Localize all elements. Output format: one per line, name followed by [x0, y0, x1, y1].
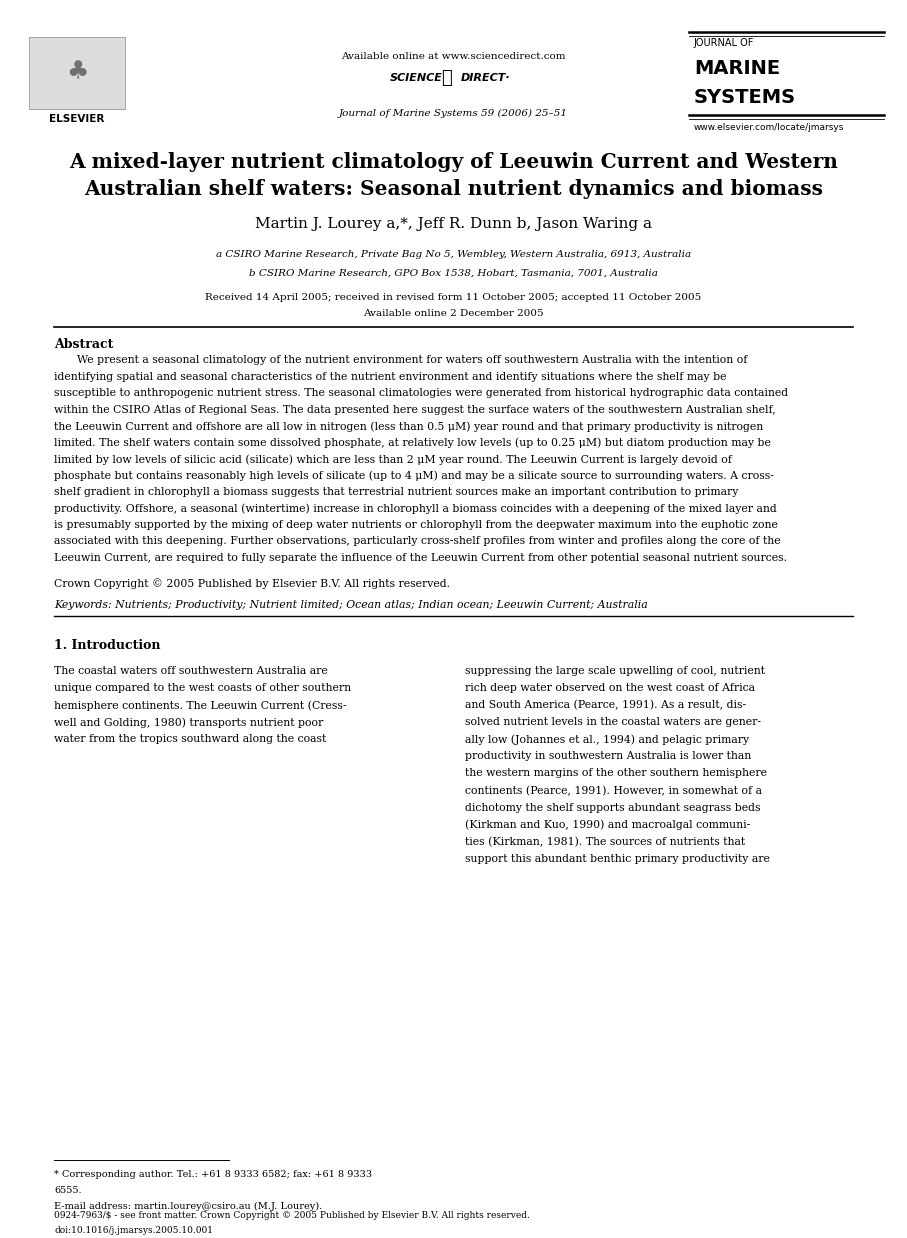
Text: the Leeuwin Current and offshore are all low in nitrogen (less than 0.5 μM) year: the Leeuwin Current and offshore are all… — [54, 421, 764, 432]
Text: and South America (Pearce, 1991). As a result, dis-: and South America (Pearce, 1991). As a r… — [464, 701, 746, 711]
Text: * Corresponding author. Tel.: +61 8 9333 6582; fax: +61 8 9333: * Corresponding author. Tel.: +61 8 9333… — [54, 1170, 373, 1179]
Bar — [29, 37, 125, 109]
Text: ELSEVIER: ELSEVIER — [49, 114, 105, 124]
Text: SCIENCE: SCIENCE — [390, 73, 443, 83]
Text: Journal of Marine Systems 59 (2006) 25–51: Journal of Marine Systems 59 (2006) 25–5… — [339, 109, 568, 118]
Text: well and Golding, 1980) transports nutrient poor: well and Golding, 1980) transports nutri… — [54, 717, 324, 728]
Text: doi:10.1016/j.jmarsys.2005.10.001: doi:10.1016/j.jmarsys.2005.10.001 — [54, 1226, 213, 1234]
Text: susceptible to anthropogenic nutrient stress. The seasonal climatologies were ge: susceptible to anthropogenic nutrient st… — [54, 389, 788, 399]
Text: Crown Copyright © 2005 Published by Elsevier B.V. All rights reserved.: Crown Copyright © 2005 Published by Else… — [54, 578, 451, 589]
Text: continents (Pearce, 1991). However, in somewhat of a: continents (Pearce, 1991). However, in s… — [464, 786, 762, 796]
Text: Available online at www.sciencedirect.com: Available online at www.sciencedirect.co… — [341, 52, 566, 61]
Text: productivity. Offshore, a seasonal (wintertime) increase in chlorophyll a biomas: productivity. Offshore, a seasonal (wint… — [54, 504, 777, 514]
Text: SYSTEMS: SYSTEMS — [694, 88, 796, 106]
Text: DIRECT·: DIRECT· — [461, 73, 511, 83]
Text: within the CSIRO Atlas of Regional Seas. The data presented here suggest the sur: within the CSIRO Atlas of Regional Seas.… — [54, 405, 776, 415]
Text: a CSIRO Marine Research, Private Bag No 5, Wembley, Western Australia, 6913, Aus: a CSIRO Marine Research, Private Bag No … — [216, 250, 691, 259]
Text: water from the tropics southward along the coast: water from the tropics southward along t… — [54, 734, 327, 744]
Text: Martin J. Lourey a,*, Jeff R. Dunn b, Jason Waring a: Martin J. Lourey a,*, Jeff R. Dunn b, Ja… — [255, 217, 652, 230]
Text: www.elsevier.com/locate/jmarsys: www.elsevier.com/locate/jmarsys — [694, 123, 844, 131]
Text: JOURNAL OF: JOURNAL OF — [694, 38, 755, 48]
Text: is presumably supported by the mixing of deep water nutrients or chlorophyll fro: is presumably supported by the mixing of… — [54, 520, 778, 530]
Text: Available online 2 December 2005: Available online 2 December 2005 — [363, 310, 544, 318]
Text: 1. Introduction: 1. Introduction — [54, 639, 161, 651]
Text: MARINE: MARINE — [694, 59, 780, 78]
Text: productivity in southwestern Australia is lower than: productivity in southwestern Australia i… — [464, 751, 751, 761]
Text: suppressing the large scale upwelling of cool, nutrient: suppressing the large scale upwelling of… — [464, 666, 765, 676]
Text: shelf gradient in chlorophyll a biomass suggests that terrestrial nutrient sourc: shelf gradient in chlorophyll a biomass … — [54, 487, 739, 496]
Text: dichotomy the shelf supports abundant seagrass beds: dichotomy the shelf supports abundant se… — [464, 802, 760, 812]
Text: support this abundant benthic primary productivity are: support this abundant benthic primary pr… — [464, 854, 770, 864]
Text: unique compared to the west coasts of other southern: unique compared to the west coasts of ot… — [54, 683, 352, 693]
Text: associated with this deepening. Further observations, particularly cross-shelf p: associated with this deepening. Further … — [54, 536, 781, 546]
Text: limited. The shelf waters contain some dissolved phosphate, at relatively low le: limited. The shelf waters contain some d… — [54, 438, 771, 448]
Text: 6555.: 6555. — [54, 1186, 82, 1195]
Text: b CSIRO Marine Research, GPO Box 1538, Hobart, Tasmania, 7001, Australia: b CSIRO Marine Research, GPO Box 1538, H… — [249, 269, 658, 277]
Text: We present a seasonal climatology of the nutrient environment for waters off sou: We present a seasonal climatology of the… — [77, 355, 747, 365]
Text: solved nutrient levels in the coastal waters are gener-: solved nutrient levels in the coastal wa… — [464, 717, 761, 727]
Text: limited by low levels of silicic acid (silicate) which are less than 2 μM year r: limited by low levels of silicic acid (s… — [54, 454, 732, 464]
Text: ♣: ♣ — [66, 59, 88, 84]
Text: phosphate but contains reasonably high levels of silicate (up to 4 μM) and may b: phosphate but contains reasonably high l… — [54, 470, 775, 482]
Text: 0924-7963/$ - see front matter. Crown Copyright © 2005 Published by Elsevier B.V: 0924-7963/$ - see front matter. Crown Co… — [54, 1211, 531, 1219]
Text: the western margins of the other southern hemisphere: the western margins of the other souther… — [464, 769, 766, 779]
Text: ally low (Johannes et al., 1994) and pelagic primary: ally low (Johannes et al., 1994) and pel… — [464, 734, 749, 745]
Text: Leeuwin Current, are required to fully separate the influence of the Leeuwin Cur: Leeuwin Current, are required to fully s… — [54, 553, 787, 563]
Text: rich deep water observed on the west coast of Africa: rich deep water observed on the west coa… — [464, 683, 755, 693]
Text: E-mail address: martin.lourey@csiro.au (M.J. Lourey).: E-mail address: martin.lourey@csiro.au (… — [54, 1202, 323, 1211]
Text: The coastal waters off southwestern Australia are: The coastal waters off southwestern Aust… — [54, 666, 328, 676]
Text: (Kirkman and Kuo, 1990) and macroalgal communi-: (Kirkman and Kuo, 1990) and macroalgal c… — [464, 820, 750, 831]
Text: ⓓ: ⓓ — [441, 69, 452, 87]
Text: Abstract: Abstract — [54, 338, 113, 352]
Text: hemisphere continents. The Leeuwin Current (Cress-: hemisphere continents. The Leeuwin Curre… — [54, 701, 346, 711]
Text: A mixed-layer nutrient climatology of Leeuwin Current and Western
Australian she: A mixed-layer nutrient climatology of Le… — [69, 152, 838, 198]
Text: Keywords: Nutrients; Productivity; Nutrient limited; Ocean atlas; Indian ocean; : Keywords: Nutrients; Productivity; Nutri… — [54, 600, 649, 610]
Text: ties (Kirkman, 1981). The sources of nutrients that: ties (Kirkman, 1981). The sources of nut… — [464, 837, 745, 847]
Text: identifying spatial and seasonal characteristics of the nutrient environment and: identifying spatial and seasonal charact… — [54, 371, 727, 381]
Text: Received 14 April 2005; received in revised form 11 October 2005; accepted 11 Oc: Received 14 April 2005; received in revi… — [205, 293, 702, 302]
